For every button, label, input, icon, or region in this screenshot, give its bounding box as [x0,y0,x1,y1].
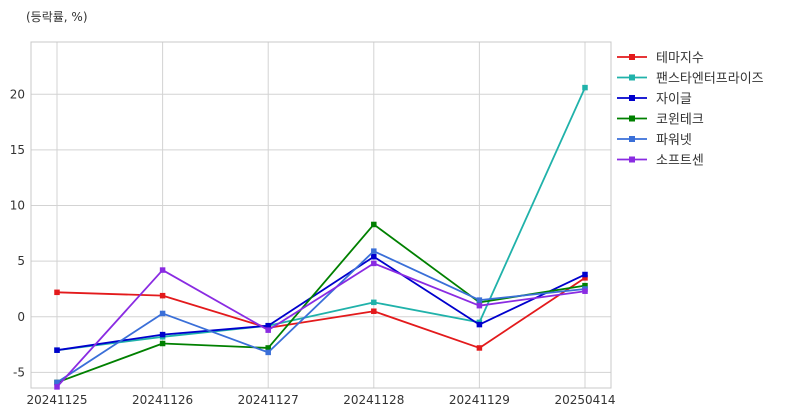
x-tick-label: 20241128 [343,393,404,407]
legend-label-4: 코윈테크 [656,113,704,128]
x-tick-label: 20241126 [132,393,193,407]
y-tick-label: 15 [10,143,25,157]
series-point-6 [54,384,60,390]
legend-marker-3 [629,95,635,101]
series-point-2 [371,299,377,306]
series-point-1 [371,308,377,314]
series-line-3 [56,255,586,352]
x-tick-label: 20241129 [449,393,510,407]
legend-marker-4 [629,115,635,122]
series-line-6 [56,262,586,388]
series-point-5 [159,310,166,317]
series-point-6 [371,260,377,267]
series-point-5 [54,379,60,386]
legend-marker-5 [629,136,635,142]
series-point-1 [476,345,483,351]
y-tick-label: -5 [13,365,25,379]
plot-frame [30,41,612,389]
legend-marker-1 [629,54,635,60]
series-point-3 [476,321,483,328]
series-point-2 [582,84,588,91]
series-point-5 [476,297,483,303]
series-point-6 [265,327,271,333]
series-point-1 [54,289,60,296]
unit-label: (등락률, %) [26,10,88,24]
y-tick-label: 10 [10,199,25,213]
series-point-6 [582,288,588,294]
series-point-4 [582,282,588,289]
series-point-5 [265,349,271,356]
series-line-2 [56,87,586,352]
series-point-5 [371,248,377,254]
series-point-6 [159,267,166,273]
series-point-3 [54,347,60,353]
series-point-6 [476,302,483,309]
y-tick-label: 20 [10,87,25,101]
x-tick-label: 20241125 [26,393,87,407]
legend-label-6: 소프트센 [656,154,704,169]
y-tick-label: 0 [17,310,25,324]
series-line-4 [56,223,586,384]
legend-label-5: 파워넷 [656,133,692,148]
series-point-1 [582,275,588,281]
series-point-4 [265,345,271,351]
legend-marker-6 [629,156,635,163]
y-tick-label: 5 [17,254,25,268]
x-tick-label: 20250414 [554,393,615,407]
legend-label-3: 자이글 [656,92,692,107]
series-point-1 [159,292,166,299]
legend-label-2: 팬스타엔터프라이즈 [656,72,764,87]
plot-area [31,42,611,388]
series-point-3 [159,331,166,338]
series-point-3 [371,253,377,260]
series-line-1 [56,277,586,349]
series-point-3 [265,322,271,329]
series-point-4 [159,340,166,347]
x-tick-label: 20241127 [238,393,299,407]
legend-marker-2 [629,74,635,81]
legend-label-1: 테마지수 [656,51,704,66]
series-line-5 [56,250,586,384]
series-point-4 [371,221,377,228]
series-point-3 [582,271,588,278]
